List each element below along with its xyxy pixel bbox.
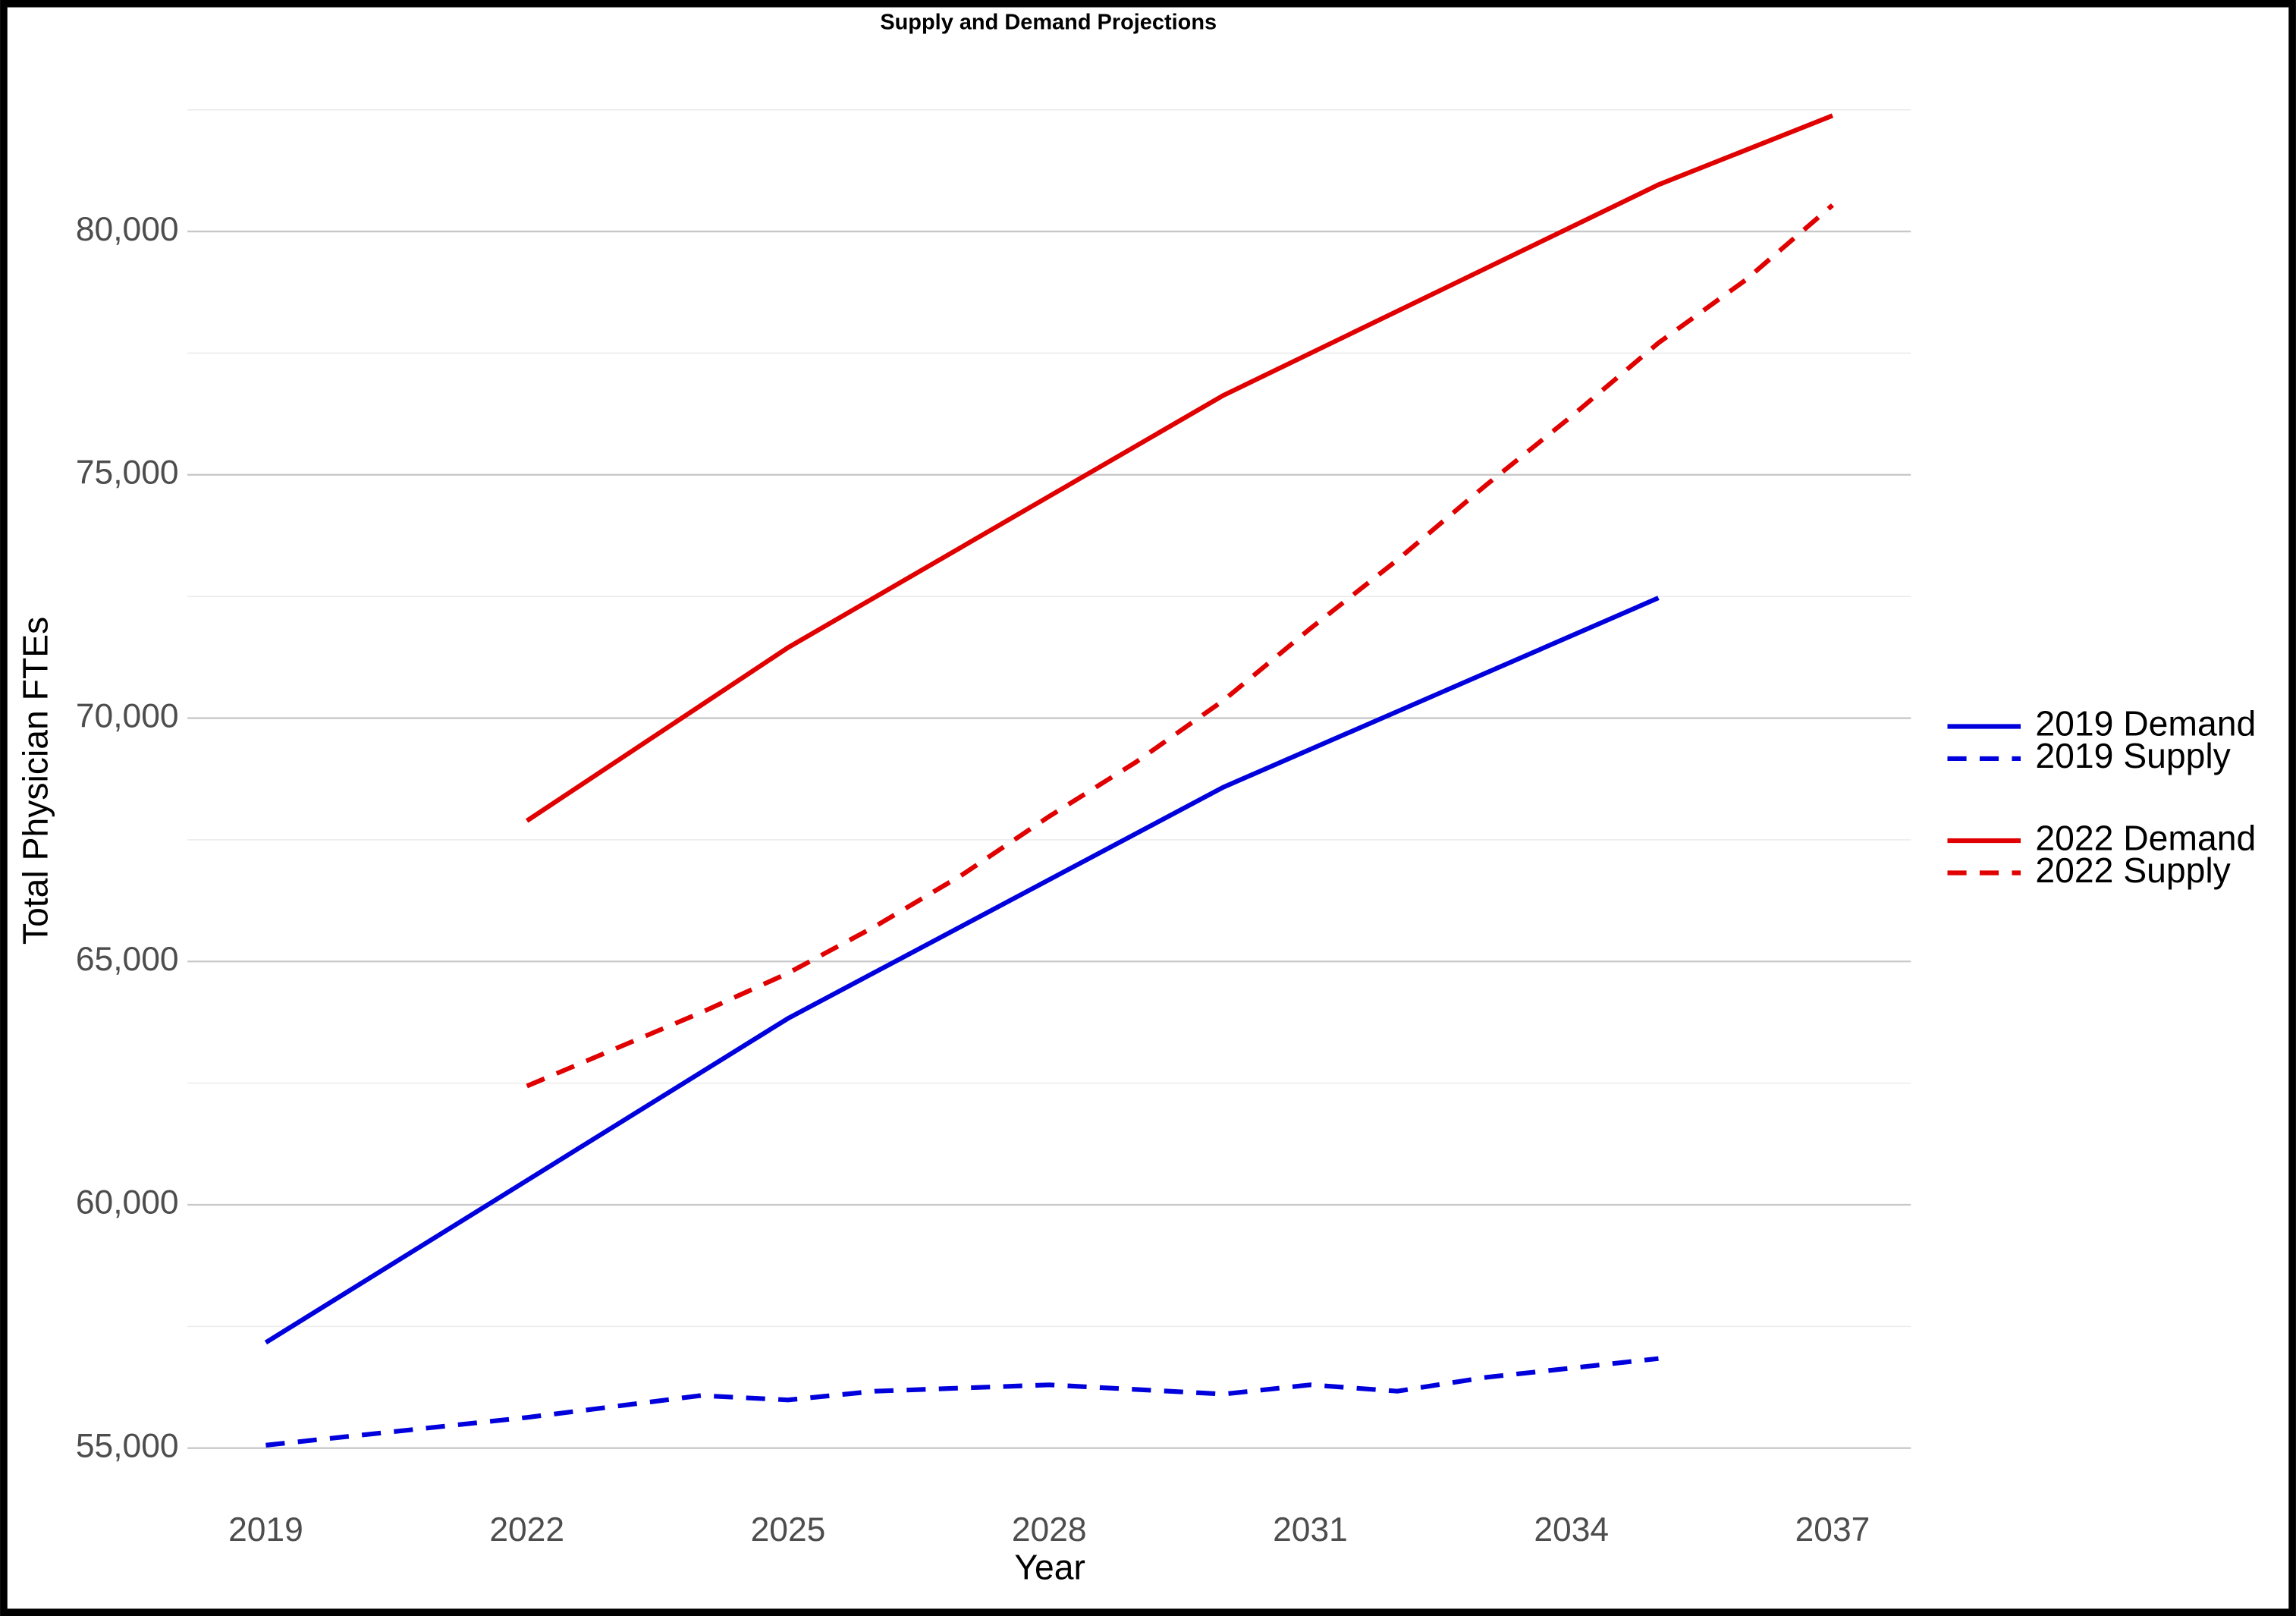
x-tick-label: 2037 (1795, 1511, 1870, 1548)
line-series (526, 203, 1834, 1089)
x-tick-label: 2034 (1534, 1511, 1609, 1548)
y-tick-label: 55,000 (76, 1427, 179, 1464)
line-series (264, 596, 1660, 1345)
line-series (525, 113, 1834, 823)
y-tick-label: 70,000 (76, 697, 179, 734)
legend-label: 2022 Demand (2035, 818, 2256, 857)
plot-area: 55,000 60,000 65,000 70,000 75,000 80,000 2019… (76, 108, 2256, 1548)
legend-label: 2019 Supply (2035, 736, 2231, 775)
line-series (265, 1356, 1659, 1448)
x-tick-label: 2022 (489, 1511, 564, 1548)
x-tick-label: 2028 (1012, 1511, 1087, 1548)
y-axis-title: Total Physician FTEs (15, 617, 55, 945)
x-tick-label: 2031 (1273, 1511, 1348, 1548)
legend-label: 2019 Demand (2035, 704, 2256, 744)
x-tick-label: 2019 (228, 1511, 303, 1548)
y-tick-label: 80,000 (76, 211, 179, 248)
y-tick-label: 65,000 (76, 941, 179, 978)
x-tick-label: 2025 (751, 1511, 826, 1548)
y-tick-label: 75,000 (76, 454, 179, 492)
y-tick-label: 60,000 (76, 1184, 179, 1221)
legend-label: 2022 Supply (2035, 850, 2231, 890)
x-axis-title: Year (1014, 1548, 1085, 1587)
chart-title: Supply and Demand Projections (880, 11, 1217, 35)
